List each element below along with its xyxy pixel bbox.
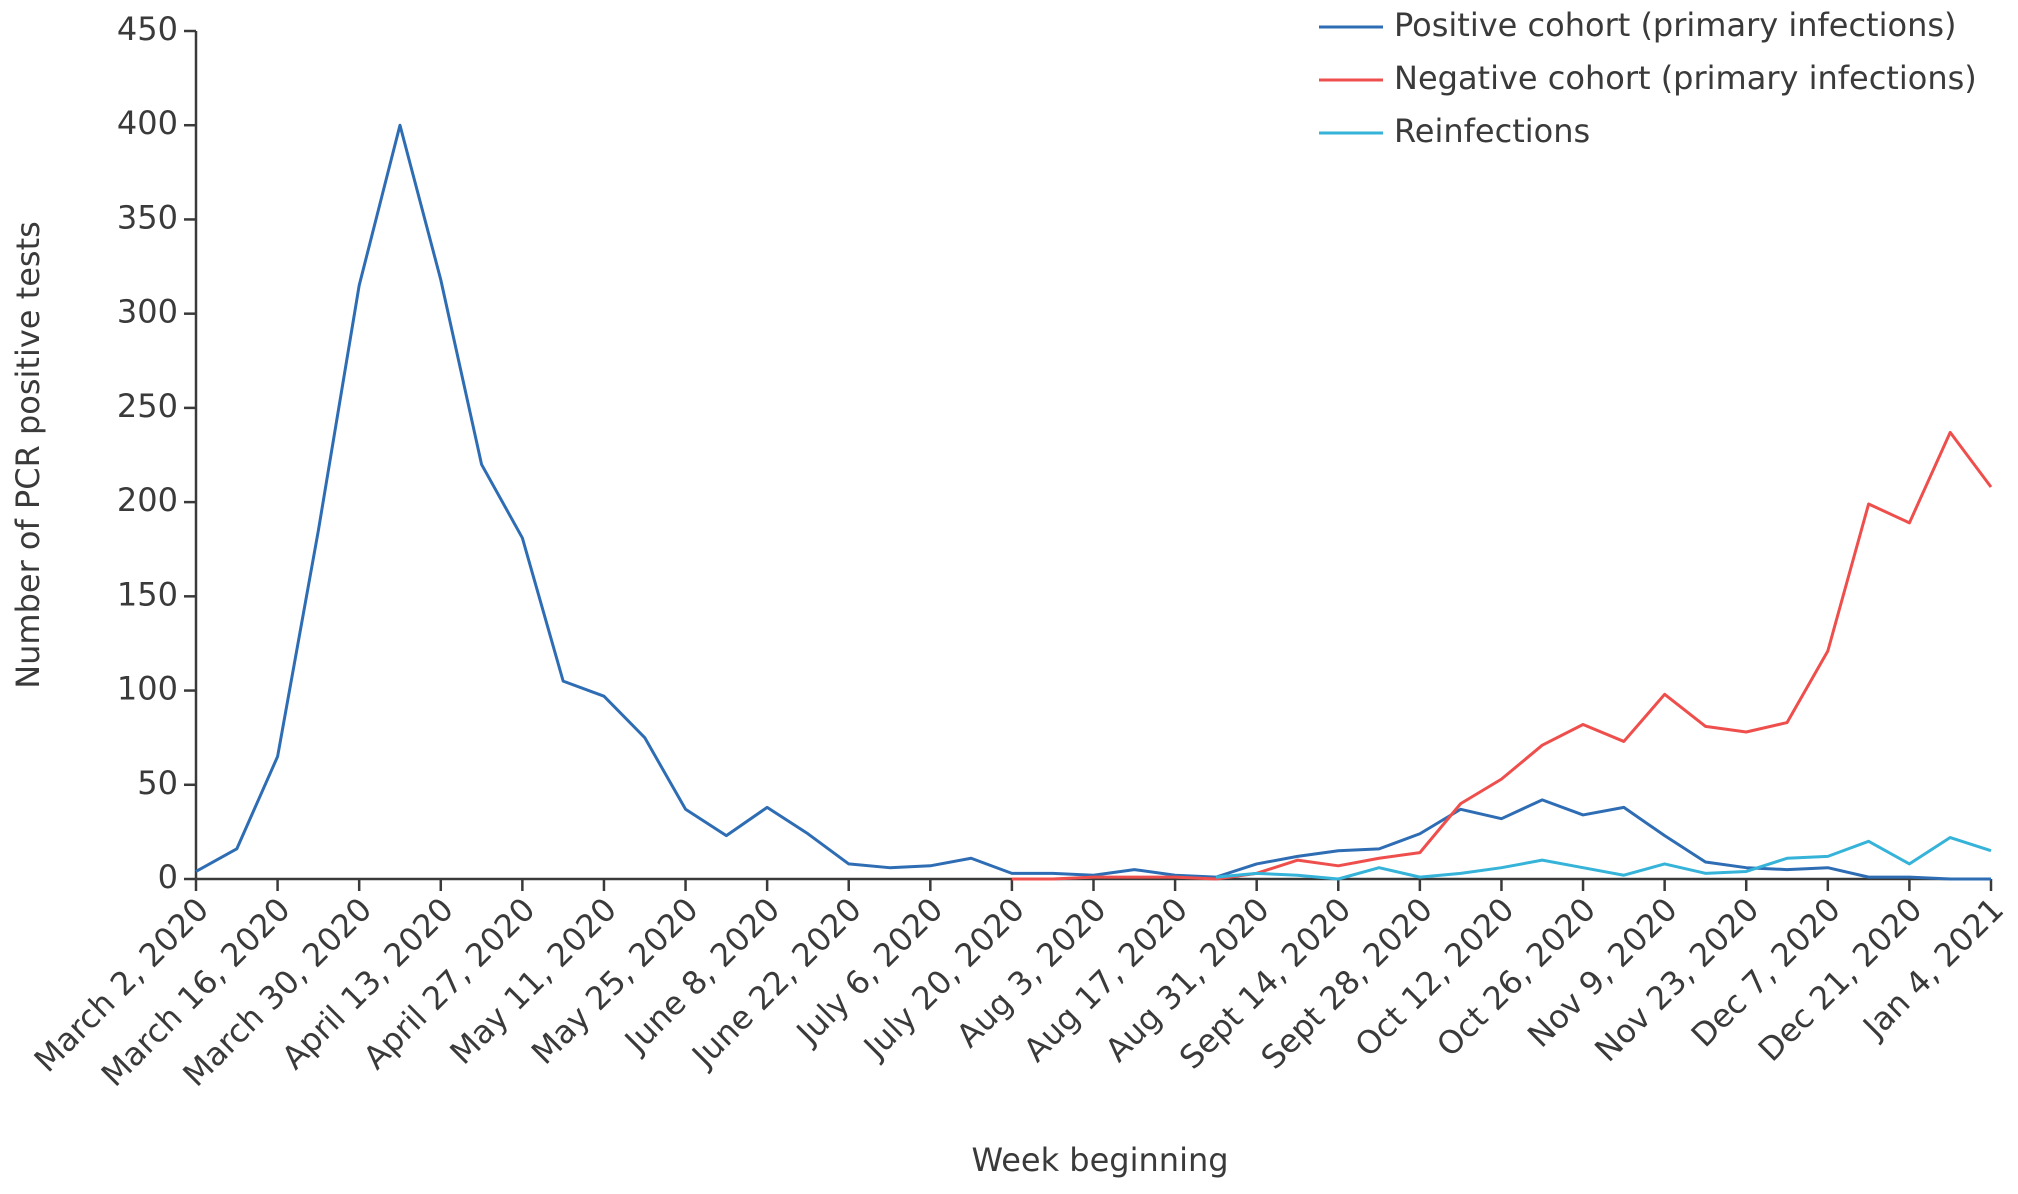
y-axis-title: Number of PCR positive tests xyxy=(9,221,47,689)
legend-label: Reinfections xyxy=(1394,112,1590,150)
legend-label: Positive cohort (primary infections) xyxy=(1394,6,1957,44)
y-tick-label: 350 xyxy=(117,198,178,236)
line-series xyxy=(1011,430,1993,881)
y-tick-label: 450 xyxy=(117,10,178,48)
y-tick-label: 150 xyxy=(117,575,178,613)
y-tick-label: 300 xyxy=(117,293,178,331)
x-axis-title: Week beginning xyxy=(971,1141,1228,1179)
y-tick-label: 200 xyxy=(117,481,178,519)
y-tick-label: 0 xyxy=(158,858,178,896)
line-series xyxy=(1215,836,1992,881)
y-tick-label: 400 xyxy=(117,104,178,142)
y-tick-label: 100 xyxy=(117,670,178,708)
y-tick-label: 250 xyxy=(117,387,178,425)
legend-label: Negative cohort (primary infections) xyxy=(1394,59,1977,97)
line-series xyxy=(195,123,1991,881)
y-tick-label: 50 xyxy=(137,764,178,802)
